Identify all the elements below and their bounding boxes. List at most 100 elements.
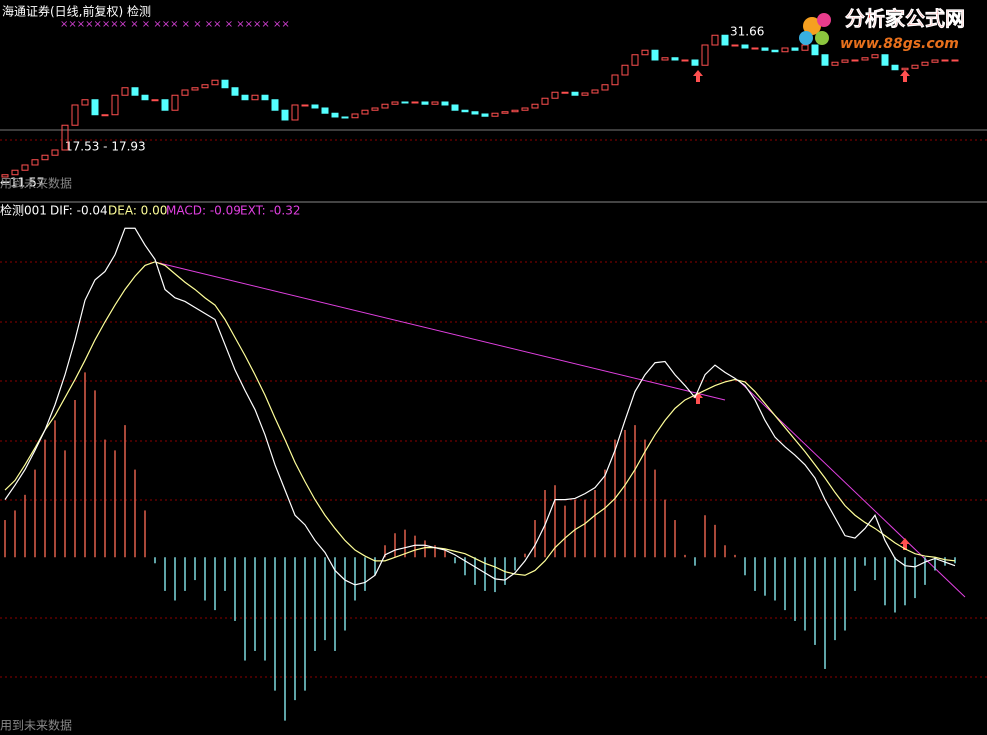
logo-petal [803, 17, 821, 35]
logo-petal [817, 13, 831, 27]
candle [831, 61, 839, 66]
candle [531, 103, 539, 109]
candle [501, 111, 509, 114]
candle [361, 109, 369, 115]
candle [461, 109, 469, 113]
ext-label: EXT: -0.32 [240, 204, 301, 218]
candle [421, 101, 429, 105]
candle [751, 47, 759, 50]
candle [741, 44, 749, 49]
candle [311, 104, 319, 109]
range-label: 17.53 - 17.93 [65, 140, 146, 154]
candle [731, 44, 739, 47]
logo-name: 分析家公式网 [845, 7, 965, 31]
candle [51, 149, 59, 156]
indicator-header: 检测001 DIF: -0.04 DEA: 0.00 MACD: -0.09 E… [0, 203, 301, 218]
candle [901, 67, 909, 71]
candle [471, 111, 479, 115]
candle [591, 89, 599, 94]
candle [121, 87, 129, 96]
candle [411, 101, 419, 104]
candle [31, 159, 39, 166]
candle [851, 59, 859, 62]
dif-label: DIF: -0.04 [50, 204, 108, 218]
candle [181, 89, 189, 96]
logo: 分析家公式网 www.88gs.com [799, 6, 965, 52]
candle [931, 59, 939, 63]
candle [441, 101, 449, 106]
candle [451, 104, 459, 111]
logo-petal [815, 31, 829, 45]
candle [631, 54, 639, 66]
candle [81, 99, 89, 106]
candle [641, 49, 649, 56]
candle [681, 59, 689, 62]
candle [91, 99, 99, 116]
candle [111, 94, 119, 116]
candle [671, 57, 679, 61]
future-note: 用到未来数据 [0, 176, 72, 191]
candle [321, 107, 329, 114]
buy-arrow [693, 70, 703, 82]
signal-markers: ×××××××× × × ××× × × ×× × ×××× ×× [60, 19, 290, 30]
candle [241, 94, 249, 101]
candle [141, 94, 149, 101]
candle [691, 59, 699, 66]
candle [401, 101, 409, 104]
candle [221, 79, 229, 89]
macd-label: MACD: -0.09 [166, 204, 241, 218]
candle [561, 91, 569, 94]
candle [771, 49, 779, 53]
candle [711, 34, 719, 46]
high-label: 31.66 [730, 25, 764, 39]
candle [651, 49, 659, 61]
candle [551, 91, 559, 99]
candle [491, 112, 499, 117]
candle [581, 92, 589, 96]
dea-label: DEA: 0.00 [108, 204, 167, 218]
candle [131, 87, 139, 96]
logo-petal [799, 31, 813, 45]
candle [621, 64, 629, 76]
dea-line [4, 261, 956, 576]
candle [331, 112, 339, 118]
low-label: ←11.57 [0, 176, 44, 190]
candle [381, 103, 389, 109]
candle [151, 99, 159, 102]
candle [481, 113, 489, 117]
candle [721, 34, 729, 46]
future-note: 用到未来数据 [0, 718, 72, 733]
candle [821, 54, 829, 66]
candle [951, 59, 959, 62]
candle [911, 64, 919, 69]
candle [171, 94, 179, 111]
candle [191, 87, 199, 91]
candle [41, 154, 49, 161]
candle [891, 64, 899, 71]
candle [841, 59, 849, 63]
candle [761, 47, 769, 51]
candle [921, 61, 929, 66]
candle [521, 107, 529, 111]
candle [61, 124, 69, 151]
candle [341, 116, 349, 119]
candle [371, 107, 379, 111]
candle [271, 99, 279, 111]
candle [21, 164, 29, 171]
buy-arrow [900, 538, 910, 550]
candle [301, 104, 309, 107]
candle [571, 91, 579, 96]
candle [391, 101, 399, 105]
candle [211, 79, 219, 86]
candle [11, 169, 19, 176]
header-title: 海通证券(日线,前复权) 检测 [2, 4, 151, 19]
candle [261, 94, 269, 101]
candle [351, 113, 359, 119]
indicator-name: 检测001 [0, 203, 47, 218]
candle [291, 104, 299, 121]
candle [881, 54, 889, 66]
candle [161, 99, 169, 111]
